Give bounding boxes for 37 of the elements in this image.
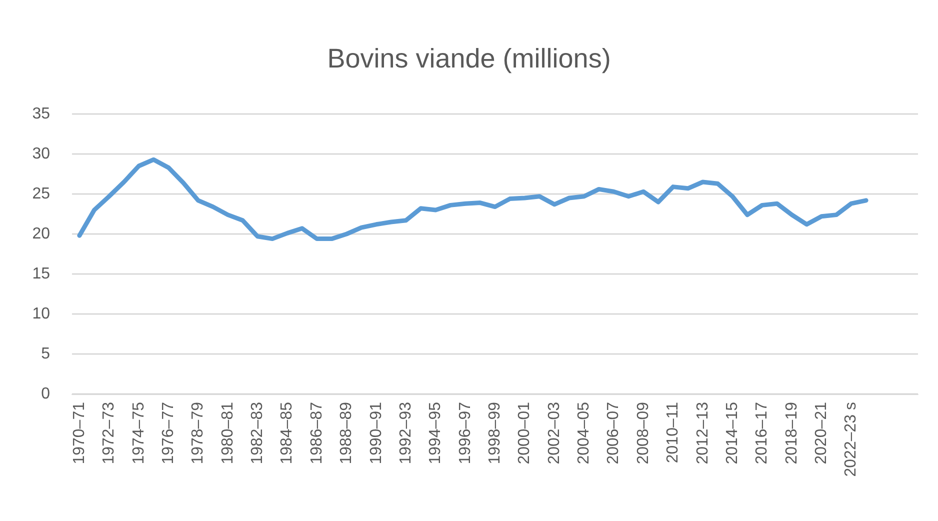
x-tick-label: 1978–79 xyxy=(190,402,207,464)
x-tick-label: 2020–21 xyxy=(813,402,830,464)
line-series xyxy=(77,157,868,242)
x-tick-label: 2014–15 xyxy=(724,402,741,464)
y-tick-label: 20 xyxy=(32,226,50,242)
x-tick-label: 2018–19 xyxy=(783,402,800,464)
y-tick-label: 35 xyxy=(32,106,50,122)
x-tick-label: 2004–05 xyxy=(576,402,593,464)
x-tick-label: 2000–01 xyxy=(516,402,534,464)
y-tick-label: 15 xyxy=(32,266,50,282)
y-tick-label: 0 xyxy=(41,386,50,402)
x-tick-label: 2012–13 xyxy=(694,402,712,464)
x-tick-label: 1988–89 xyxy=(338,402,356,464)
x-tick-label: 1976–77 xyxy=(160,402,177,464)
x-tick-label: 2002–03 xyxy=(546,402,563,464)
x-tick-label: 2008–09 xyxy=(634,402,652,464)
x-tick-label: 1970–71 xyxy=(70,402,88,464)
y-tick-label: 25 xyxy=(32,186,50,202)
x-tick-label: 1992–93 xyxy=(397,402,414,464)
x-tick-label: 1994–95 xyxy=(427,402,444,464)
x-tick-label: 1990–91 xyxy=(368,402,385,464)
x-tick-label: 1982–83 xyxy=(249,402,266,464)
y-tick-label: 5 xyxy=(41,346,50,362)
x-tick-label: 2010–11 xyxy=(664,402,682,464)
chart-title: Bovins viande (millions) xyxy=(327,44,611,74)
x-tick-label: 1972–73 xyxy=(100,402,118,464)
y-tick-label: 10 xyxy=(32,306,50,322)
x-tick-label: 1980–81 xyxy=(219,402,236,464)
x-tick-label: 1984–85 xyxy=(278,402,296,464)
x-tick-label: 1986–87 xyxy=(308,402,326,464)
x-tick-label: 1996–97 xyxy=(456,402,474,464)
x-tick-label: 2016–17 xyxy=(754,402,771,464)
x-tick-label: 1998–99 xyxy=(486,402,504,464)
x-tick-label: 2022–23 s xyxy=(842,402,860,477)
y-tick-label: 30 xyxy=(32,146,50,162)
x-tick-label: 2006–07 xyxy=(605,402,622,464)
x-tick-label: 1974–75 xyxy=(130,402,148,464)
